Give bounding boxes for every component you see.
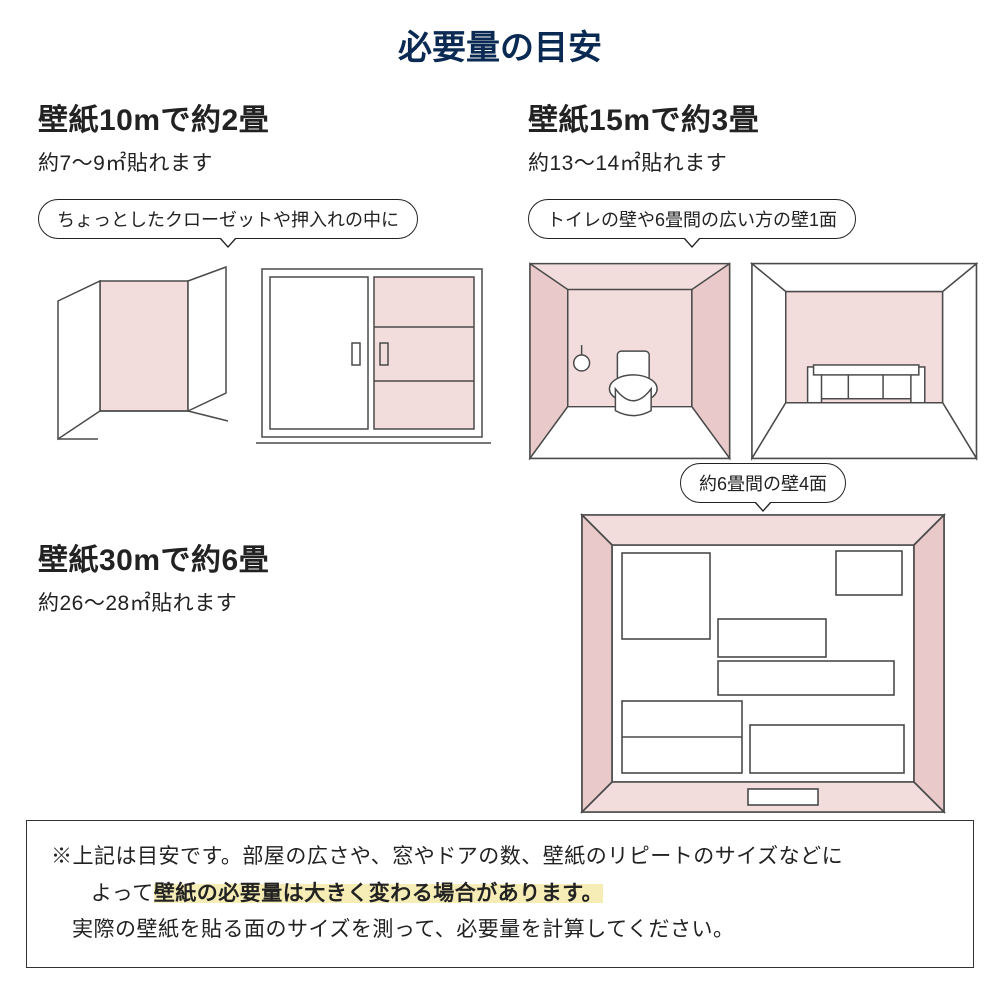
section-15m-illustrations bbox=[528, 261, 978, 461]
section-10m-heading: 壁紙10mで約2畳 bbox=[38, 95, 498, 139]
room-6jo-plan-icon bbox=[578, 511, 948, 816]
note-line-1: ※上記は目安です。部屋の広さや、窓やドアの数、壁紙のリピートのサイズなどに bbox=[51, 845, 843, 868]
note-line-2-highlight: 壁紙の必要量は大きく変わる場合があります。 bbox=[154, 882, 603, 905]
section-30m-bubble: 約6畳間の壁4面 bbox=[680, 463, 846, 503]
section-15m: 壁紙15mで約3畳 約13〜14㎡貼れます トイレの壁や6畳間の広い方の壁1面 bbox=[528, 95, 978, 461]
section-10m-illustrations bbox=[38, 261, 498, 451]
note-line-2-prefix: よって bbox=[91, 882, 154, 905]
section-15m-bubble: トイレの壁や6畳間の広い方の壁1面 bbox=[528, 199, 856, 239]
section-30m-graphic: 約6畳間の壁4面 bbox=[578, 463, 948, 816]
note-line-3: 実際の壁紙を貼る面のサイズを測って、必要量を計算してください。 bbox=[51, 912, 953, 949]
living-one-wall-icon bbox=[750, 261, 978, 461]
closet-sliding-icon bbox=[256, 261, 491, 451]
section-10m: 壁紙10mで約2畳 約7〜9㎡貼れます ちょっとしたクローゼットや押入れの中に bbox=[38, 95, 498, 451]
section-15m-sub: 約13〜14㎡貼れます bbox=[528, 147, 978, 177]
section-15m-heading: 壁紙15mで約3畳 bbox=[528, 95, 978, 139]
toilet-room-icon bbox=[528, 261, 732, 461]
section-30m-heading: 壁紙30mで約6畳 bbox=[38, 535, 478, 579]
note-box: ※上記は目安です。部屋の広さや、窓やドアの数、壁紙のリピートのサイズなどに よっ… bbox=[26, 820, 974, 968]
section-30m-sub: 約26〜28㎡貼れます bbox=[38, 587, 478, 617]
closet-open-icon bbox=[38, 261, 238, 451]
page-title: 必要量の目安 bbox=[0, 0, 1000, 69]
section-10m-bubble: ちょっとしたクローゼットや押入れの中に bbox=[38, 199, 418, 239]
section-10m-sub: 約7〜9㎡貼れます bbox=[38, 147, 498, 177]
section-30m: 壁紙30mで約6畳 約26〜28㎡貼れます bbox=[38, 535, 478, 617]
